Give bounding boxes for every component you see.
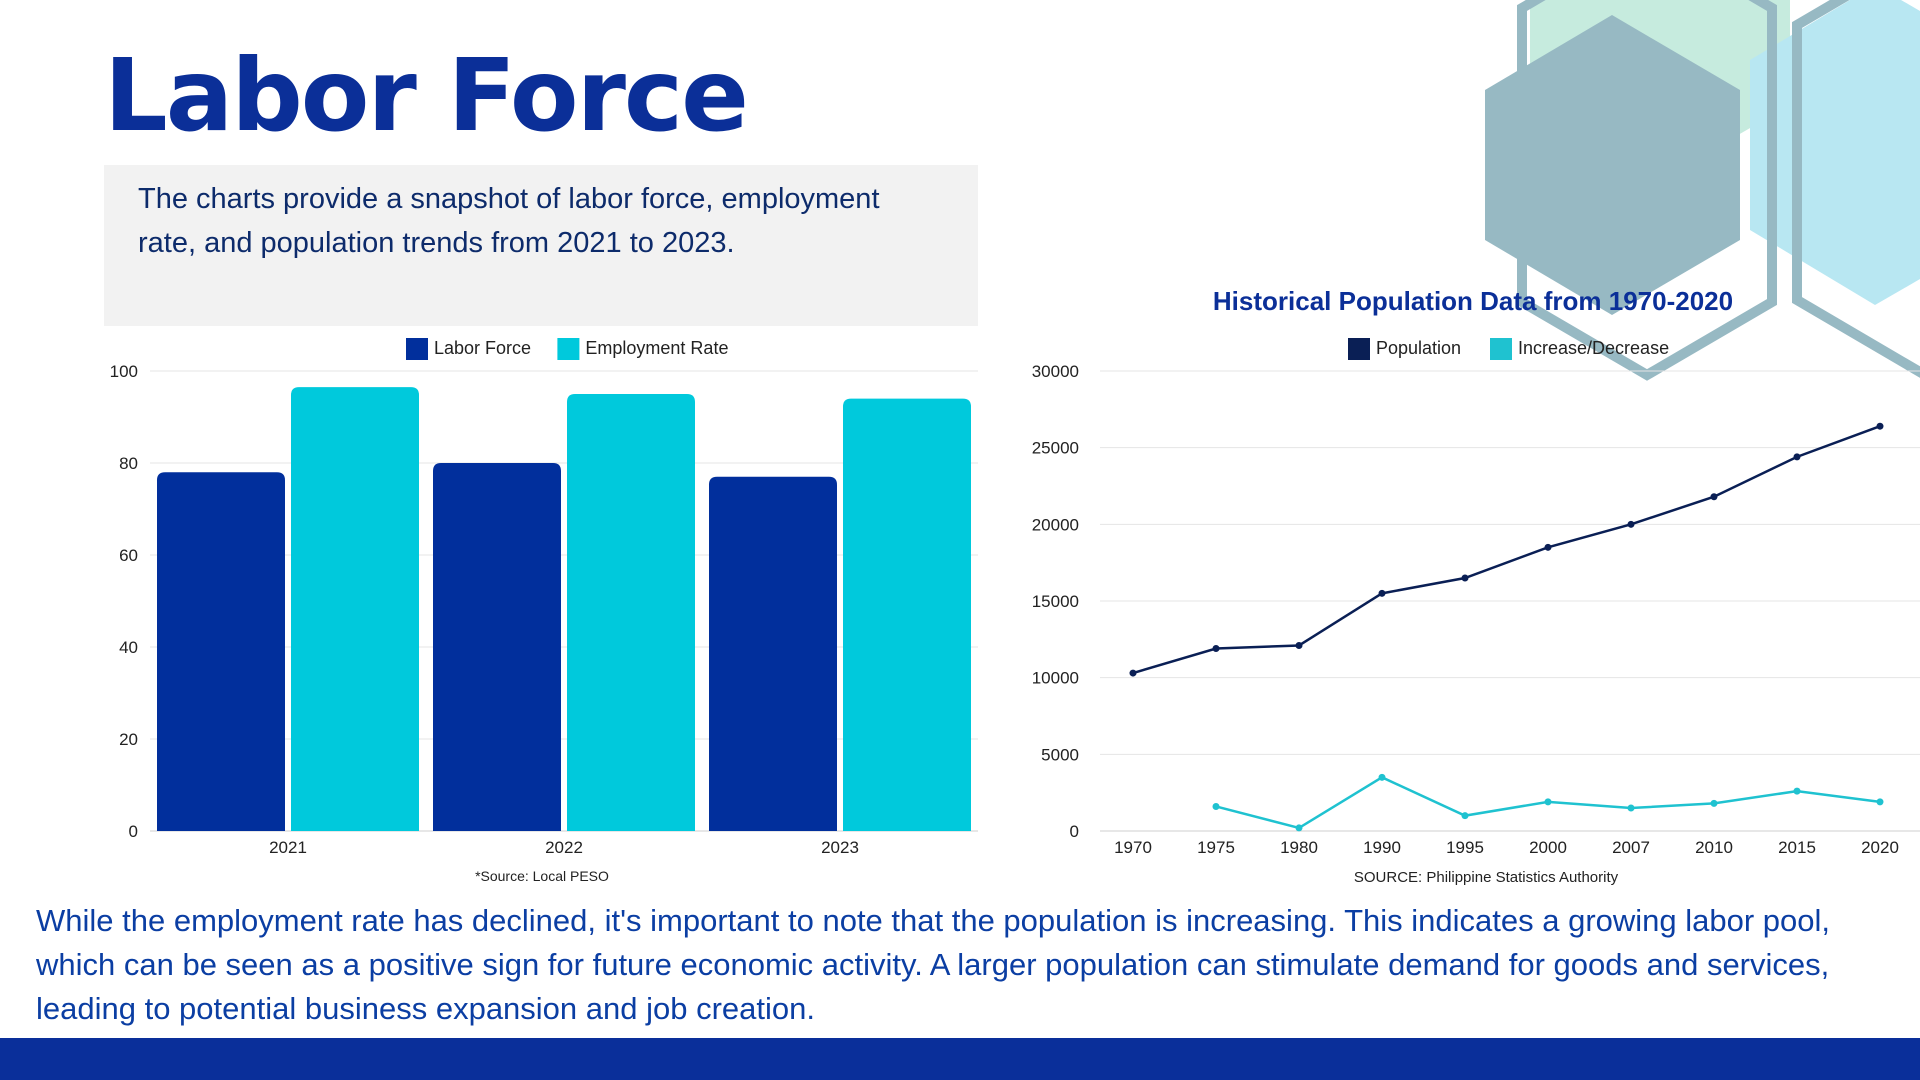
bar-employment-rate-2021 (291, 387, 419, 831)
y-tick-label: 5000 (1041, 745, 1079, 764)
y-tick-label: 25000 (1032, 439, 1079, 458)
data-point-increase-decrease (1627, 804, 1635, 812)
x-tick-label: 1975 (1197, 838, 1235, 857)
legend-swatch (406, 338, 428, 360)
data-point-increase-decrease (1212, 802, 1220, 810)
legend-swatch (1490, 338, 1512, 360)
data-point-population (1129, 669, 1137, 677)
conclusion-text: While the employment rate has declined, … (36, 903, 1831, 1026)
data-point-population (1212, 645, 1220, 653)
data-point-population (1876, 422, 1884, 430)
chart-source: *Source: Local PESO (475, 868, 609, 884)
x-tick-label: 2000 (1529, 838, 1567, 857)
chart-source: SOURCE: Philippine Statistics Authority (1354, 869, 1619, 886)
legend-label: Population (1376, 338, 1461, 358)
x-tick-label: 1990 (1363, 838, 1401, 857)
x-tick-label: 2023 (821, 838, 859, 857)
data-point-population (1710, 493, 1718, 501)
data-point-increase-decrease (1461, 812, 1469, 820)
intro-text: The charts provide a snapshot of labor f… (138, 183, 880, 259)
data-point-increase-decrease (1378, 773, 1386, 781)
x-tick-label: 2020 (1861, 838, 1899, 857)
x-tick-label: 1970 (1114, 838, 1152, 857)
x-tick-label: 1995 (1446, 838, 1484, 857)
y-tick-label: 80 (119, 454, 138, 473)
y-tick-label: 15000 (1032, 592, 1079, 611)
data-point-population (1461, 574, 1469, 582)
x-tick-label: 2021 (269, 838, 307, 857)
labor-force-bar-chart: 0 20 40 60 80 100 2021 2022 2023 Labor Force Emplo… (110, 338, 978, 884)
data-point-increase-decrease (1295, 824, 1303, 832)
y-tick-label: 100 (110, 362, 138, 381)
data-point-population (1295, 641, 1303, 649)
x-tick-label: 2022 (545, 838, 583, 857)
y-tick-label: 20 (119, 730, 138, 749)
data-point-population (1544, 543, 1552, 551)
data-point-increase-decrease (1793, 787, 1801, 795)
chart-title: Historical Population Data from 1970-202… (1213, 286, 1733, 316)
bar-employment-rate-2022 (567, 394, 695, 831)
intro-box: The charts provide a snapshot of labor f… (104, 165, 978, 326)
bar-labor-force-2021 (157, 472, 285, 831)
y-tick-label: 30000 (1032, 362, 1079, 381)
x-tick-label: 1980 (1280, 838, 1318, 857)
data-point-population (1378, 589, 1386, 597)
x-tick-label: 2007 (1612, 838, 1650, 857)
legend-swatch (557, 338, 580, 360)
y-tick-label: 60 (119, 546, 138, 565)
legend-label: Labor Force (434, 338, 531, 358)
y-tick-label: 10000 (1032, 669, 1079, 688)
footer-bar (0, 1038, 1920, 1080)
data-point-population (1793, 453, 1801, 461)
legend-label: Employment Rate (585, 338, 728, 358)
y-tick-label: 40 (119, 638, 138, 657)
x-tick-label: 2015 (1778, 838, 1816, 857)
bar-labor-force-2022 (433, 463, 561, 831)
series-line-population (1132, 425, 1881, 675)
data-point-increase-decrease (1710, 799, 1718, 807)
x-tick-label: 2010 (1695, 838, 1733, 857)
data-point-increase-decrease (1876, 798, 1884, 806)
population-line-chart: 0 5000 10000 15000 20000 25000 30000 1970 1975 19… (1032, 286, 1920, 886)
bar-employment-rate-2023 (843, 398, 971, 831)
page-title: Labor Force (104, 37, 749, 154)
y-tick-label: 0 (1070, 822, 1079, 841)
data-point-population (1627, 520, 1635, 528)
legend-swatch (1348, 338, 1370, 360)
bar-labor-force-2023 (709, 476, 837, 831)
data-point-increase-decrease (1544, 798, 1552, 806)
y-tick-label: 0 (129, 822, 138, 841)
legend-label: Increase/Decrease (1518, 338, 1669, 358)
y-tick-label: 20000 (1032, 515, 1079, 534)
